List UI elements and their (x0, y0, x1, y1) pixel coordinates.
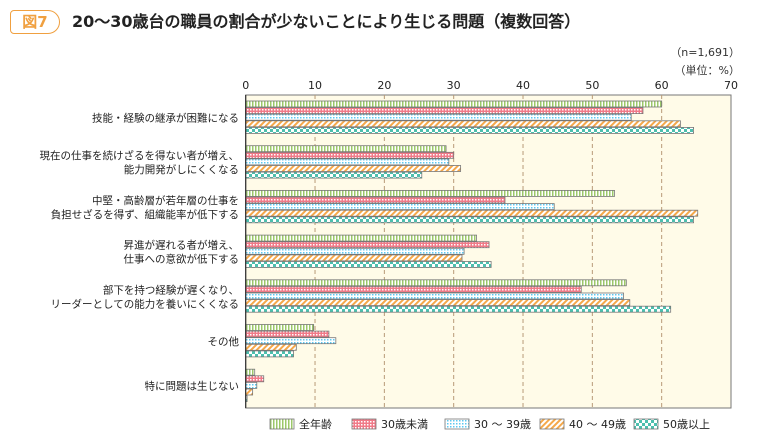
bar-6-3 (245, 388, 254, 396)
bar-5-4 (245, 350, 294, 358)
category-label: 現在の仕事を続けざるを得ない者が増え、 (40, 149, 240, 162)
figure-label: 図7 (10, 10, 60, 34)
legend-swatch (633, 418, 659, 430)
legend-label: 全年齢 (299, 417, 332, 431)
x-tick-label: 0 (242, 79, 249, 92)
legend-label: 40 〜 49歳 (569, 418, 626, 431)
unit-note: （単位：%） (674, 64, 740, 77)
bar-6-0 (245, 368, 256, 376)
bar-3-2 (245, 247, 465, 255)
bar-5-0 (245, 324, 315, 331)
bar-5-3 (245, 343, 297, 351)
bar-2-0 (245, 189, 615, 197)
category-label: 昇進が遅れる者が増え、 (124, 239, 240, 252)
category-label: 特に問題は生じない (145, 380, 240, 393)
sample-size-note: （n=1,691） (670, 46, 740, 59)
category-label: 部下を持つ経験が遅くなり、 (103, 283, 239, 296)
x-tick-label: 60 (655, 79, 669, 92)
x-tick-label: 20 (377, 79, 391, 92)
bar-3-0 (245, 234, 477, 242)
bar-0-2 (245, 113, 632, 121)
bar-4-1 (245, 285, 582, 293)
x-tick-label: 40 (516, 79, 530, 92)
category-label: リーダーとしての能力を養いにくくなる (51, 297, 239, 310)
legend-label: 30歳未満 (381, 418, 428, 431)
bar-0-1 (245, 107, 644, 114)
bar-5-2 (245, 337, 337, 345)
category-label: その他 (208, 335, 240, 348)
bar-2-1 (245, 196, 506, 204)
legend-label: 30 〜 39歳 (474, 418, 531, 431)
bar-3-4 (245, 261, 492, 268)
legend-swatch (539, 418, 565, 430)
category-label: 仕事への意欲が低下する (124, 253, 240, 266)
bar-4-2 (245, 292, 624, 300)
legend-swatch (351, 418, 377, 430)
bar-1-1 (245, 151, 455, 159)
legend-swatch (269, 418, 295, 430)
bar-0-0 (245, 100, 663, 108)
bar-0-3 (245, 120, 681, 128)
x-tick-label: 50 (585, 79, 599, 92)
bar-0-4 (245, 127, 694, 134)
category-label: 能力開発がしにくくなる (124, 163, 239, 176)
bar-6-1 (245, 375, 265, 383)
bar-3-1 (245, 241, 490, 249)
bar-1-3 (245, 165, 462, 172)
bar-4-4 (245, 305, 672, 313)
chart-title: 20〜30歳台の職員の割合が少ないことにより生じる問題（複数回答） (72, 12, 581, 31)
legend-swatch (444, 418, 470, 430)
bar-4-0 (245, 279, 627, 287)
x-tick-label: 70 (724, 79, 738, 92)
category-label: 技能・経験の継承が困難になる (92, 112, 239, 125)
legend-label: 50歳以上 (663, 418, 710, 431)
bar-4-3 (245, 299, 631, 307)
category-label: 負担せざるを得ず、組織能率が低下する (51, 208, 239, 221)
bar-6-2 (245, 381, 258, 389)
x-tick-label: 10 (308, 79, 322, 92)
bar-2-3 (245, 209, 699, 217)
category-label: 中堅・高齢層が若年層の仕事を (92, 194, 239, 207)
bar-5-1 (245, 330, 330, 338)
bar-1-0 (245, 145, 447, 153)
bar-3-3 (245, 254, 463, 262)
x-tick-label: 30 (447, 79, 461, 92)
bar-2-4 (245, 216, 694, 224)
bar-1-4 (245, 171, 423, 179)
bar-1-2 (245, 158, 450, 166)
bar-2-2 (245, 203, 555, 211)
